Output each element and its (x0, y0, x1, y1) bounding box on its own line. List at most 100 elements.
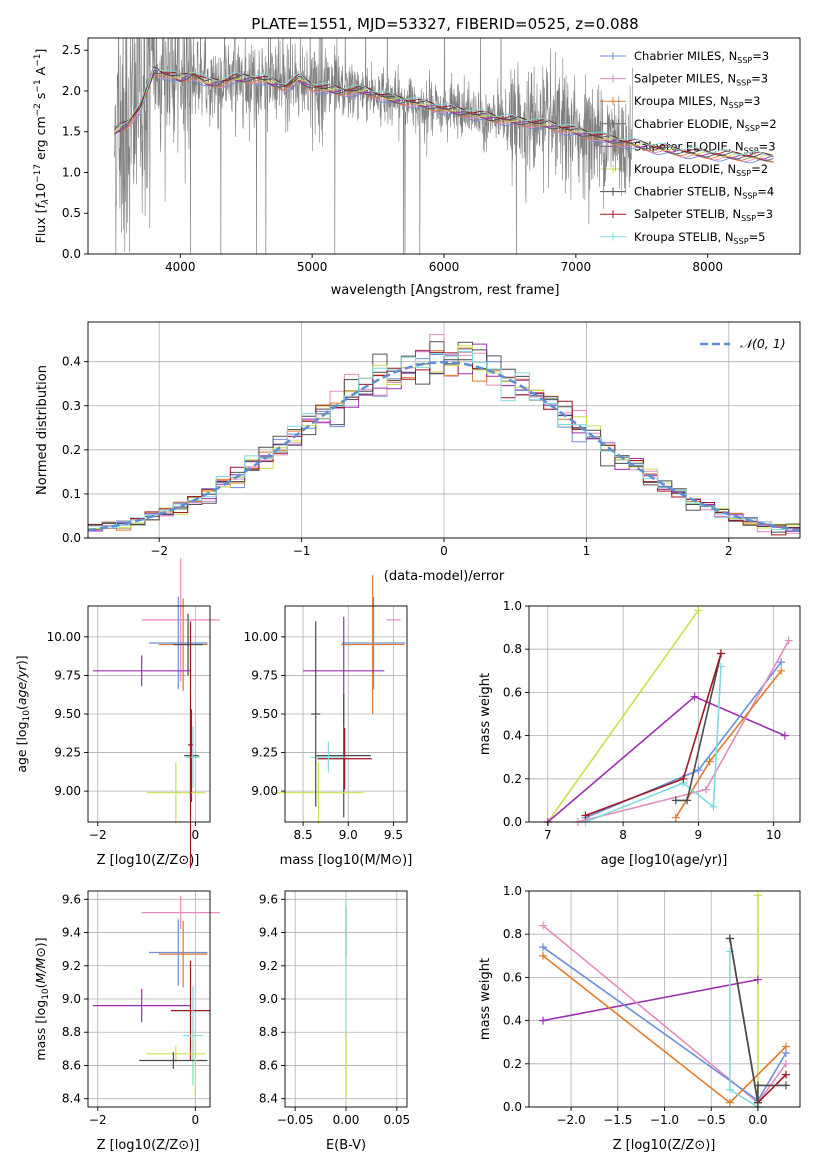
residuals-xlabel: (data-model)/error (384, 569, 505, 584)
mass-z-ylabel: mass [log10(M/M⊙)] (33, 937, 51, 1060)
weight_z-weight-marker (539, 1016, 548, 1025)
weight-z-ylabel: mass weight (478, 958, 493, 1040)
weight_age-weight-marker (784, 636, 793, 645)
age_z-marks (92, 558, 220, 869)
legend-label: Kroupa ELODIE, NSSP=2 (634, 162, 768, 178)
weight_age-xtick-label: 10 (766, 828, 781, 842)
age_z-xtick-label: 0 (192, 828, 200, 842)
weight_z-ytick-label: 0.0 (503, 1100, 522, 1114)
weight_z-xtick-label: −2.0 (556, 1113, 585, 1127)
spectrum-xtick-label: 4000 (165, 260, 196, 274)
age_z-axes: −2 0 9.00 9.25 9.50 9.75 10.00 (47, 605, 211, 842)
weight_z-weight-marker (753, 975, 762, 984)
weight_age-weight-marker (679, 774, 688, 783)
age_z-ytick-label: 10.00 (47, 630, 81, 644)
mass_z-ytick-label: 8.8 (62, 1025, 81, 1039)
mass_z-ytick-label: 9.2 (62, 959, 81, 973)
weight_age-ytick-label: 0.2 (503, 772, 522, 786)
residuals-panel: (data-model)/error Normed distribution 𝒩… (35, 321, 801, 584)
mass_z-xtick-label: −2 (89, 1113, 107, 1127)
mass_ebv-xtick-label: −0.05 (277, 1113, 314, 1127)
mass_ebv-axes: −0.05 0.00 0.05 8.4 8.6 8.8 9.0 9.2 9.4 9.6 (259, 890, 410, 1127)
weight_z-axes: −2.0 −1.5 −1.0 −0.5 0.0 0.0 0.2 0.4 0.6 0.8 1.0 (503, 884, 801, 1127)
mass_ebv-ytick-label: 9.2 (259, 959, 278, 973)
spectrum-xtick-label: 6000 (429, 260, 460, 274)
residuals-ytick-label: 0.3 (62, 399, 81, 413)
weight_age-weight-marker (716, 649, 725, 658)
weight_age-xtick-label: 7 (544, 828, 552, 842)
mass_ebv-xtick-label: 0.00 (333, 1113, 360, 1127)
weight-vs-metallicity-panel: Z [log10(Z/Z⊙)] mass weight −2.0 −1.5 −1.0… (478, 884, 801, 1153)
spectrum-model-line (114, 66, 774, 158)
age_mass-ytick-label: 9.50 (251, 707, 278, 721)
residuals-xtick-label: 1 (583, 544, 591, 558)
residual-histogram (88, 351, 800, 536)
normal-curve (87, 360, 801, 532)
mass_z-ytick-label: 8.6 (62, 1058, 81, 1072)
spectrum-panel: PLATE=1551, MJD=53327, FIBERID=0525, z=0… (33, 15, 801, 298)
weight_age-weight-marker (694, 766, 703, 775)
spectrum-model-line (114, 67, 774, 157)
age-mass-xlabel: mass [log10(M/M⊙)] (280, 853, 413, 868)
age_mass-axes: 8.5 9.0 9.5 9.00 9.25 9.50 9.75 10.00 (244, 605, 408, 842)
age_z-ytick-label: 9.00 (54, 784, 81, 798)
weight_z-xtick-label: −0.5 (697, 1113, 726, 1127)
weight_z-ytick-label: 1.0 (503, 884, 522, 898)
mass-z-xlabel: Z [log10(Z/Z⊙)] (97, 1138, 200, 1153)
spectrum-xtick-label: 7000 (561, 260, 592, 274)
normal-legend-label: 𝒩(0, 1) (740, 336, 786, 351)
mass_z-marks (92, 895, 220, 1099)
age-vs-mass-panel: mass [log10(M/M⊙)] 8.5 9.0 9.5 9.00 9.25 9.50… (244, 575, 413, 868)
weight_age-weight-marker (671, 813, 680, 822)
mass_z-axes: −2 0 8.4 8.6 8.8 9.0 9.2 9.4 9.6 (62, 890, 211, 1127)
mass_z-ytick-label: 9.4 (62, 926, 81, 940)
residuals-xtick-label: 2 (725, 544, 733, 558)
weight_age-ytick-label: 0.0 (503, 815, 522, 829)
residuals-ytick-label: 0.2 (62, 443, 81, 457)
weight_z-weight-marker (753, 1081, 762, 1090)
weight_z-weight-marker (539, 921, 548, 930)
weight_z-weight-marker (539, 951, 548, 960)
weight-vs-age-panel: age [log10(age/yr)] mass weight 7 8 9 10 0.0… (478, 599, 801, 868)
residuals-ytick-label: 0.4 (62, 355, 81, 369)
age_mass-xtick-label: 8.5 (294, 828, 313, 842)
weight_age-weight-marker (671, 796, 680, 805)
weight_z-weight-line (542, 978, 759, 1022)
residuals-ytick-label: 0.0 (62, 531, 81, 545)
legend-label: Salpeter MILES, NSSP=3 (634, 72, 768, 88)
weight_age-weight-line (547, 609, 700, 823)
weight_z-xtick-label: 0.0 (748, 1113, 767, 1127)
spectrum-ytick-label: 1.5 (62, 125, 81, 139)
mass-vs-metallicity-panel: Z [log10(Z/Z⊙)] −2 0 8.4 8.6 8.8 9.0 9.2 9.4 9.6… (33, 890, 220, 1153)
mass_z-xtick-label: 0 (192, 1113, 200, 1127)
age_z-ytick-label: 9.25 (54, 746, 81, 760)
mass_ebv-ytick-label: 8.8 (259, 1025, 278, 1039)
weight_z-weight-marker (725, 934, 734, 943)
mass-ebv-xlabel: E(B-V) (326, 1138, 366, 1153)
weight_age-weight-marker (777, 666, 786, 675)
spectrum-model-line (114, 72, 774, 164)
mass_ebv-ytick-label: 8.4 (259, 1092, 278, 1106)
weight_age-weight-marker (701, 785, 710, 794)
spectrum-xtick-label: 8000 (692, 260, 723, 274)
age-z-xlabel: Z [log10(Z/Z⊙)] (97, 853, 200, 868)
age_z-xtick-label: −2 (89, 828, 107, 842)
age_mass-ytick-label: 9.25 (251, 746, 278, 760)
spectrum-xlabel: wavelength [Angstrom, rest frame] (331, 283, 560, 298)
spectrum-ytick-label: 2.0 (62, 84, 81, 98)
residuals-ytick-label: 0.1 (62, 487, 81, 501)
legend-label: Chabrier ELODIE, NSSP=2 (634, 117, 777, 133)
age_mass-marks (273, 575, 406, 824)
residuals-marks: 𝒩(0, 1) (87, 334, 801, 536)
weight_age-weight-marker (709, 802, 718, 811)
residuals-xtick-label: −1 (293, 544, 311, 558)
weight_z-ytick-label: 0.8 (503, 927, 522, 941)
mass_z-ytick-label: 9.6 (62, 892, 81, 906)
weight_age-xtick-label: 8 (619, 828, 627, 842)
spectrum-ytick-label: 1.0 (62, 165, 81, 179)
weight_z-marks (539, 891, 790, 1111)
mass_z-ytick-label: 8.4 (62, 1092, 81, 1106)
weight_age-ytick-label: 0.4 (503, 729, 522, 743)
weight_z-weight-marker (753, 1098, 762, 1107)
